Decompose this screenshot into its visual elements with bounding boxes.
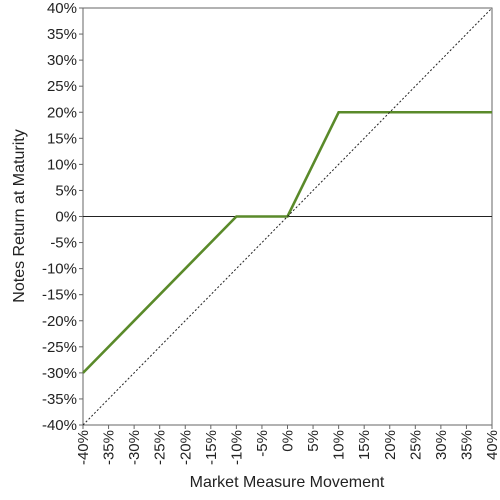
y-tick-label: 20% [47, 104, 77, 121]
diagonal-reference-line [82, 7, 493, 426]
y-tick-label: -15% [42, 287, 77, 304]
x-tick-label: -15% [203, 430, 220, 465]
y-axis-title: Notes Return at Maturity [11, 129, 28, 302]
y-tick-label: -5% [50, 235, 77, 252]
x-tick-label: -25% [152, 430, 169, 465]
y-tick-label: 30% [47, 52, 77, 69]
y-tick-label: 40% [47, 0, 77, 17]
x-tick-label: 5% [305, 430, 322, 452]
notes-return-line [82, 110, 492, 374]
y-tick-label: -20% [42, 313, 77, 330]
x-tick-label: 35% [458, 430, 475, 460]
y-tick-label: -40% [42, 417, 77, 434]
x-tick-label: 40% [484, 430, 500, 460]
x-tick-label: -5% [254, 430, 271, 457]
y-tick-label: 35% [47, 26, 77, 43]
x-tick-label: 25% [407, 430, 424, 460]
y-tick-label: -10% [42, 261, 77, 278]
x-tick-label: -35% [101, 430, 118, 465]
y-tick-label: -35% [42, 391, 77, 408]
y-tick-label: 25% [47, 78, 77, 95]
x-tick-label: 10% [331, 430, 348, 460]
y-tick-label: 5% [55, 182, 77, 199]
x-tick-label: 30% [433, 430, 450, 460]
y-tick-label: -25% [42, 339, 77, 356]
y-tick-label: 0% [55, 209, 77, 226]
x-axis-ticks: -40% -35% -30% -25% -20% -15% -10% -5% 0% 5% 10% 15… [75, 425, 500, 465]
x-tick-label: 15% [356, 430, 373, 460]
x-axis-title: Market Measure Movement [190, 474, 385, 491]
series-layer [82, 7, 493, 426]
x-tick-label: -20% [177, 430, 194, 465]
x-tick-label: -10% [228, 430, 245, 465]
x-tick-label: -30% [126, 430, 143, 465]
x-tick-label: 20% [382, 430, 399, 460]
x-tick-label: 0% [280, 430, 297, 452]
y-tick-label: 15% [47, 130, 77, 147]
x-tick-label: -40% [75, 430, 92, 465]
y-tick-label: -30% [42, 365, 77, 382]
y-tick-label: 10% [47, 156, 77, 173]
y-axis-ticks: 40% 35% 30% 25% 20% 15% 10% 5% 0% -5% -10% -15% -20%… [42, 0, 83, 434]
